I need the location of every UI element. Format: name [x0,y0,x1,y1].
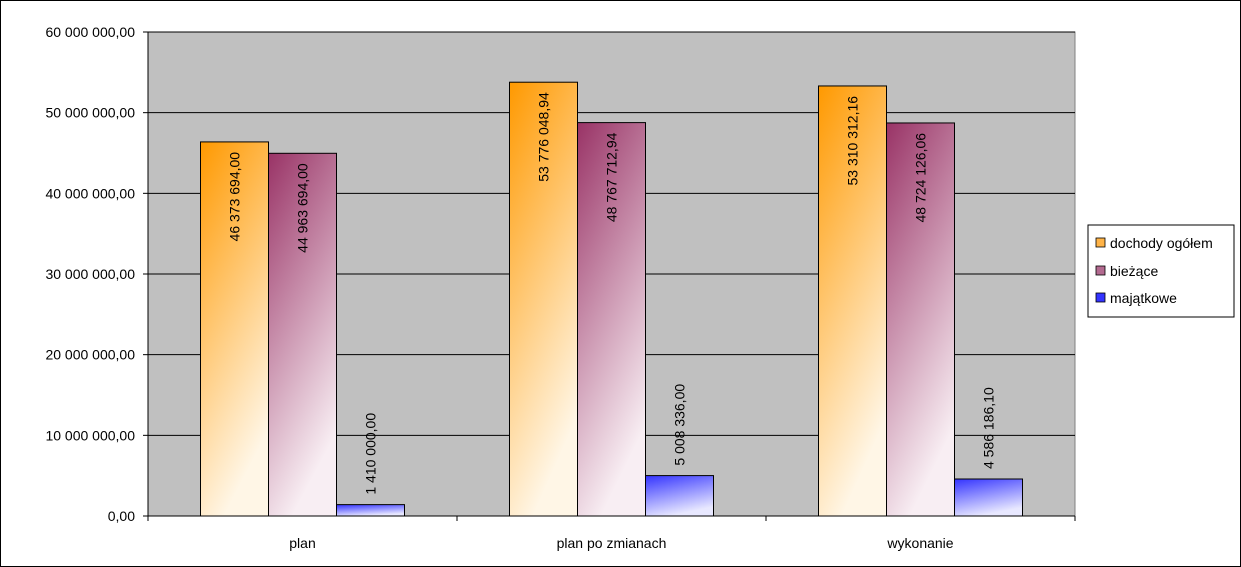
legend-swatch-biezace [1095,265,1106,276]
legend-label-dochody: dochody ogółem [1110,235,1213,251]
data-label: 4 586 186,10 [981,387,997,469]
bars [200,81,1023,517]
legend-swatch-dochody [1095,237,1106,248]
y-tick-label: 0,00 [108,508,135,524]
bar [577,122,646,517]
bar [268,152,337,517]
legend-label-majatkowe: majątkowe [1110,290,1177,306]
y-tick-label: 10 000 000,00 [45,427,135,443]
legend: dochody ogółem bieżące majątkowe [1087,224,1235,318]
y-tick-label: 30 000 000,00 [45,266,135,282]
data-label: 5 008 336,00 [672,384,688,466]
data-label: 1 410 000,00 [363,413,379,495]
data-labels: 46 373 694,00 44 963 694,00 1 410 000,00 53… [227,92,997,495]
data-label: 53 310 312,16 [845,96,861,186]
data-label: 53 776 048,94 [536,92,552,182]
y-tick-label: 40 000 000,00 [45,185,135,201]
x-tick-label: plan [289,535,315,551]
data-label: 46 373 694,00 [227,152,243,242]
x-tick-label: plan po zmianach [557,535,667,551]
legend-item-dochody: dochody ogółem [1095,235,1213,251]
legend-label-biezace: bieżące [1110,263,1158,279]
bar [818,85,887,517]
data-label: 48 767 712,94 [604,132,620,222]
legend-swatch-majatkowe [1095,292,1106,303]
axes: 0,00 10 000 000,00 20 000 000,00 30 000 000… [45,24,1076,551]
x-tick-label: wykonanie [886,535,953,551]
y-tick-label: 20 000 000,00 [45,347,135,363]
bar [886,122,955,517]
bar [954,478,1023,517]
bar [336,504,405,517]
bar [645,475,714,517]
legend-item-majatkowe: majątkowe [1095,290,1177,306]
y-tick-label: 60 000 000,00 [45,24,135,40]
data-label: 44 963 694,00 [295,163,311,253]
bar [200,141,269,517]
bar [509,81,578,517]
legend-item-biezace: bieżące [1095,263,1158,279]
y-tick-label: 50 000 000,00 [45,105,135,121]
legend-box [1087,224,1235,318]
data-label: 48 724 126,06 [913,133,929,223]
